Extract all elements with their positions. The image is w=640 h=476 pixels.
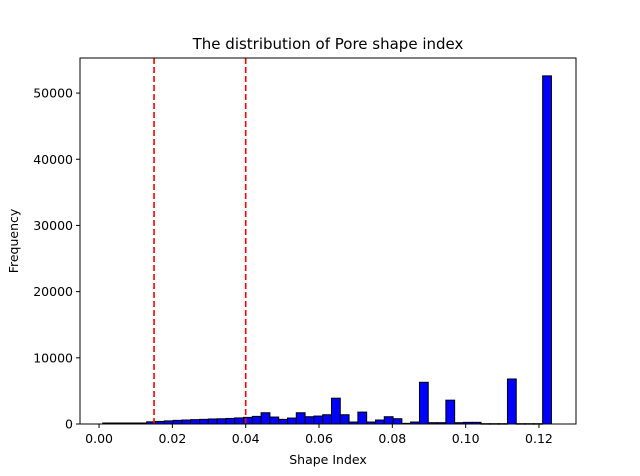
x-tick-label: 0.04	[232, 431, 260, 446]
histogram-bar	[383, 416, 394, 425]
y-tick-label: 10000	[33, 350, 73, 365]
histogram-bar	[295, 412, 306, 425]
y-axis-ticks: 0 10000 20000 30000 40000 50000	[33, 86, 80, 432]
x-axis-ticks: 0.00 0.02 0.04 0.06 0.08 0.10 0.12	[85, 424, 553, 446]
histogram-bar	[304, 416, 315, 425]
histogram-bar	[207, 418, 218, 425]
x-axis-label: Shape Index	[289, 452, 367, 467]
histogram-bar	[260, 412, 271, 425]
histogram-bar	[243, 416, 253, 425]
y-tick-label: 40000	[33, 152, 73, 167]
histogram-bar	[357, 411, 368, 425]
histogram-bar	[269, 416, 280, 425]
x-tick-label: 0.02	[158, 431, 186, 446]
y-tick-label: 20000	[33, 284, 73, 299]
y-tick-label: 0	[65, 417, 73, 432]
histogram-bar	[445, 399, 456, 425]
histogram-bar	[374, 419, 385, 425]
histogram-bar	[190, 419, 201, 425]
chart-title: The distribution of Pore shape index	[192, 35, 464, 53]
histogram-bar	[199, 418, 209, 425]
x-tick-label: 0.06	[305, 431, 333, 446]
reference-lines	[153, 58, 247, 424]
histogram-bar	[322, 414, 332, 425]
histogram-bar	[506, 378, 517, 425]
histogram-bar	[234, 417, 245, 425]
histogram-bar	[418, 381, 429, 425]
y-tick-label: 30000	[33, 218, 73, 233]
histogram-bar	[313, 415, 324, 425]
x-tick-label: 0.12	[525, 431, 553, 446]
histogram-bar	[392, 418, 403, 425]
y-tick-label: 50000	[33, 86, 73, 101]
plot-frame	[79, 57, 577, 425]
histogram-bar	[278, 418, 288, 425]
histogram-bars	[102, 75, 552, 425]
histogram-bar	[225, 417, 236, 425]
histogram-bar	[172, 419, 183, 425]
histogram-bar	[330, 397, 341, 425]
x-tick-label: 0.08	[378, 431, 406, 446]
histogram-bar	[181, 419, 192, 425]
y-axis-label: Frequency	[6, 208, 21, 273]
histogram-bar	[286, 417, 297, 425]
histogram-bar	[251, 415, 262, 425]
x-tick-label: 0.10	[452, 431, 480, 446]
histogram-bar	[542, 75, 552, 425]
x-tick-label: 0.00	[85, 431, 113, 446]
histogram-bar	[216, 418, 227, 425]
histogram-bar	[339, 414, 350, 425]
